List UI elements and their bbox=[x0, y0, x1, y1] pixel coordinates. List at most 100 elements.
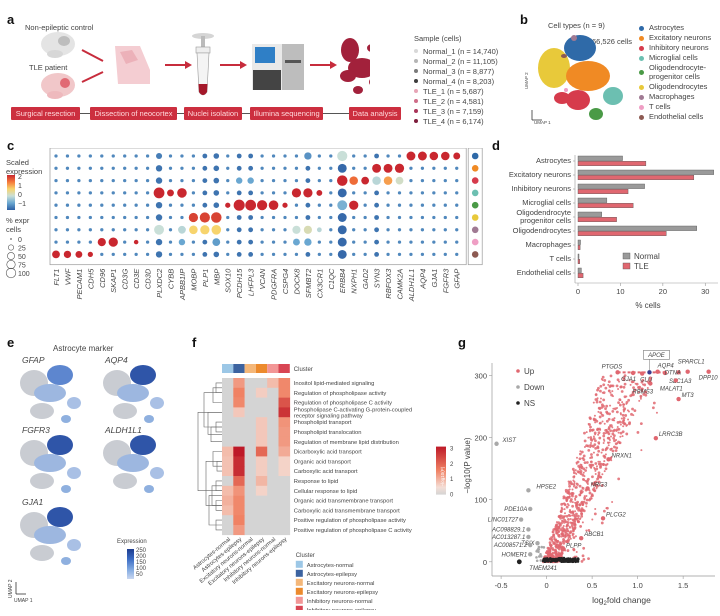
size-legend-circle bbox=[5, 267, 17, 279]
heatmap-cell bbox=[244, 515, 257, 526]
x-title-rest: fold change bbox=[607, 595, 651, 605]
expression-ticks: 2 1 0 −1 bbox=[18, 173, 26, 209]
up-point bbox=[598, 400, 602, 404]
x-tick-label: 30 bbox=[701, 287, 709, 296]
panel-c-letter: c bbox=[7, 138, 15, 153]
dot-cd3d-2 bbox=[145, 178, 150, 183]
legend-label-tle: TLE bbox=[634, 262, 649, 271]
heatmap-cell bbox=[267, 515, 279, 526]
panel-g-letter: g bbox=[458, 335, 466, 350]
up-point bbox=[557, 534, 561, 538]
gene-label-dpp10: DPP10 bbox=[699, 376, 719, 382]
up-point bbox=[562, 495, 566, 499]
up-point bbox=[562, 524, 565, 527]
up-point bbox=[627, 418, 630, 421]
heatmap-cell bbox=[222, 427, 234, 438]
heatmap-colorbar bbox=[436, 446, 446, 495]
up-point bbox=[602, 432, 606, 435]
umap-cluster bbox=[34, 384, 66, 402]
dot-rbfox3-1 bbox=[383, 163, 393, 173]
dot-erbb4-0 bbox=[337, 150, 348, 162]
heatmap-cell bbox=[222, 476, 234, 487]
dot-pecam1-8 bbox=[75, 250, 83, 258]
up-point bbox=[568, 525, 571, 528]
step-surgical-resection: Surgical resection bbox=[11, 107, 80, 120]
heatmap-cell bbox=[244, 456, 257, 467]
heatmap-cell bbox=[267, 446, 279, 457]
feature-gene-label: ALDH1L1 bbox=[105, 425, 142, 435]
dot-mobp-3 bbox=[191, 191, 196, 195]
up-point bbox=[570, 491, 574, 495]
gene-label-sparcl1: SPARCL1 bbox=[678, 360, 705, 366]
dot-cd3g-8 bbox=[123, 252, 127, 257]
up-point bbox=[639, 394, 643, 398]
dot-cd96-2 bbox=[100, 178, 104, 183]
up-point bbox=[612, 434, 616, 438]
up-point bbox=[597, 449, 601, 453]
ns-point bbox=[560, 560, 563, 564]
up-point bbox=[575, 512, 578, 516]
feature-umap-aldh1l1 bbox=[103, 435, 164, 493]
dot-sfmbt2-6 bbox=[303, 225, 312, 234]
up-point bbox=[559, 510, 563, 513]
up-point bbox=[566, 502, 569, 505]
dot-mbp-5 bbox=[211, 212, 222, 223]
legend-dot-down bbox=[516, 385, 520, 389]
up-point bbox=[611, 449, 615, 453]
dot-rbfox3-2 bbox=[383, 176, 393, 185]
up-point bbox=[548, 549, 552, 553]
up-point bbox=[605, 404, 609, 408]
up-point bbox=[598, 415, 602, 419]
heatmap-cell bbox=[278, 505, 291, 516]
arrow-icon bbox=[185, 61, 192, 69]
dot-c1qc-3 bbox=[329, 191, 333, 195]
up-point bbox=[576, 514, 580, 518]
dot-aldh1l1-7 bbox=[409, 240, 413, 244]
dot-gfap-3 bbox=[455, 191, 459, 195]
legend-label-normal: Normal bbox=[634, 252, 660, 261]
dot-cx3cr1-0 bbox=[317, 154, 321, 158]
umap-cluster-astrocytes bbox=[130, 365, 156, 385]
panel-e-letter: e bbox=[7, 335, 15, 350]
row-color-dot bbox=[471, 177, 479, 184]
up-point bbox=[595, 484, 599, 488]
up-point bbox=[584, 469, 587, 472]
dot-cybb-4 bbox=[168, 203, 173, 207]
heatmap-cell bbox=[244, 417, 257, 428]
bar-tle-2 bbox=[577, 189, 629, 195]
heatmap-cell bbox=[255, 495, 268, 506]
legend-dot-icon bbox=[639, 55, 644, 61]
labeled-point-nrg3 bbox=[585, 486, 590, 491]
up-point bbox=[607, 426, 611, 429]
up-point bbox=[622, 416, 626, 420]
up-point bbox=[580, 465, 584, 469]
up-point bbox=[623, 374, 627, 378]
gene-label-skap1: SKAP1 bbox=[109, 269, 118, 293]
gene-label-vcan: VCAN bbox=[258, 268, 267, 289]
up-point bbox=[604, 407, 607, 411]
heatmap-cell bbox=[233, 515, 245, 526]
up-point bbox=[608, 441, 611, 444]
dot-mbp-4 bbox=[213, 202, 220, 209]
dot-camk2a-6 bbox=[397, 228, 402, 232]
up-point bbox=[607, 432, 611, 436]
up-point bbox=[621, 435, 624, 438]
legend-label: Normal_4 (n = 8,203) bbox=[423, 76, 495, 86]
row-color-dot bbox=[471, 152, 479, 160]
dot-gfap-4 bbox=[455, 203, 459, 207]
up-point bbox=[621, 413, 625, 417]
dot-vwf-8 bbox=[63, 250, 72, 259]
up-point bbox=[583, 439, 587, 443]
dot-cd3g-6 bbox=[123, 228, 127, 232]
up-point bbox=[589, 497, 592, 501]
cluster-legend-swatch bbox=[295, 569, 303, 577]
heatmap-cell bbox=[267, 407, 279, 418]
dot-flt1-2 bbox=[54, 178, 58, 183]
gene-label-dtna: DTNA bbox=[665, 370, 681, 376]
ns-point bbox=[567, 557, 570, 560]
heatmap-cell bbox=[255, 436, 268, 447]
up-point bbox=[582, 458, 586, 462]
legend-label: Oligodendrocyte-progenitor cells bbox=[649, 63, 707, 81]
cell-type-legend-item: Microglial cells bbox=[639, 53, 711, 63]
labeled-point-plpp bbox=[560, 547, 566, 552]
